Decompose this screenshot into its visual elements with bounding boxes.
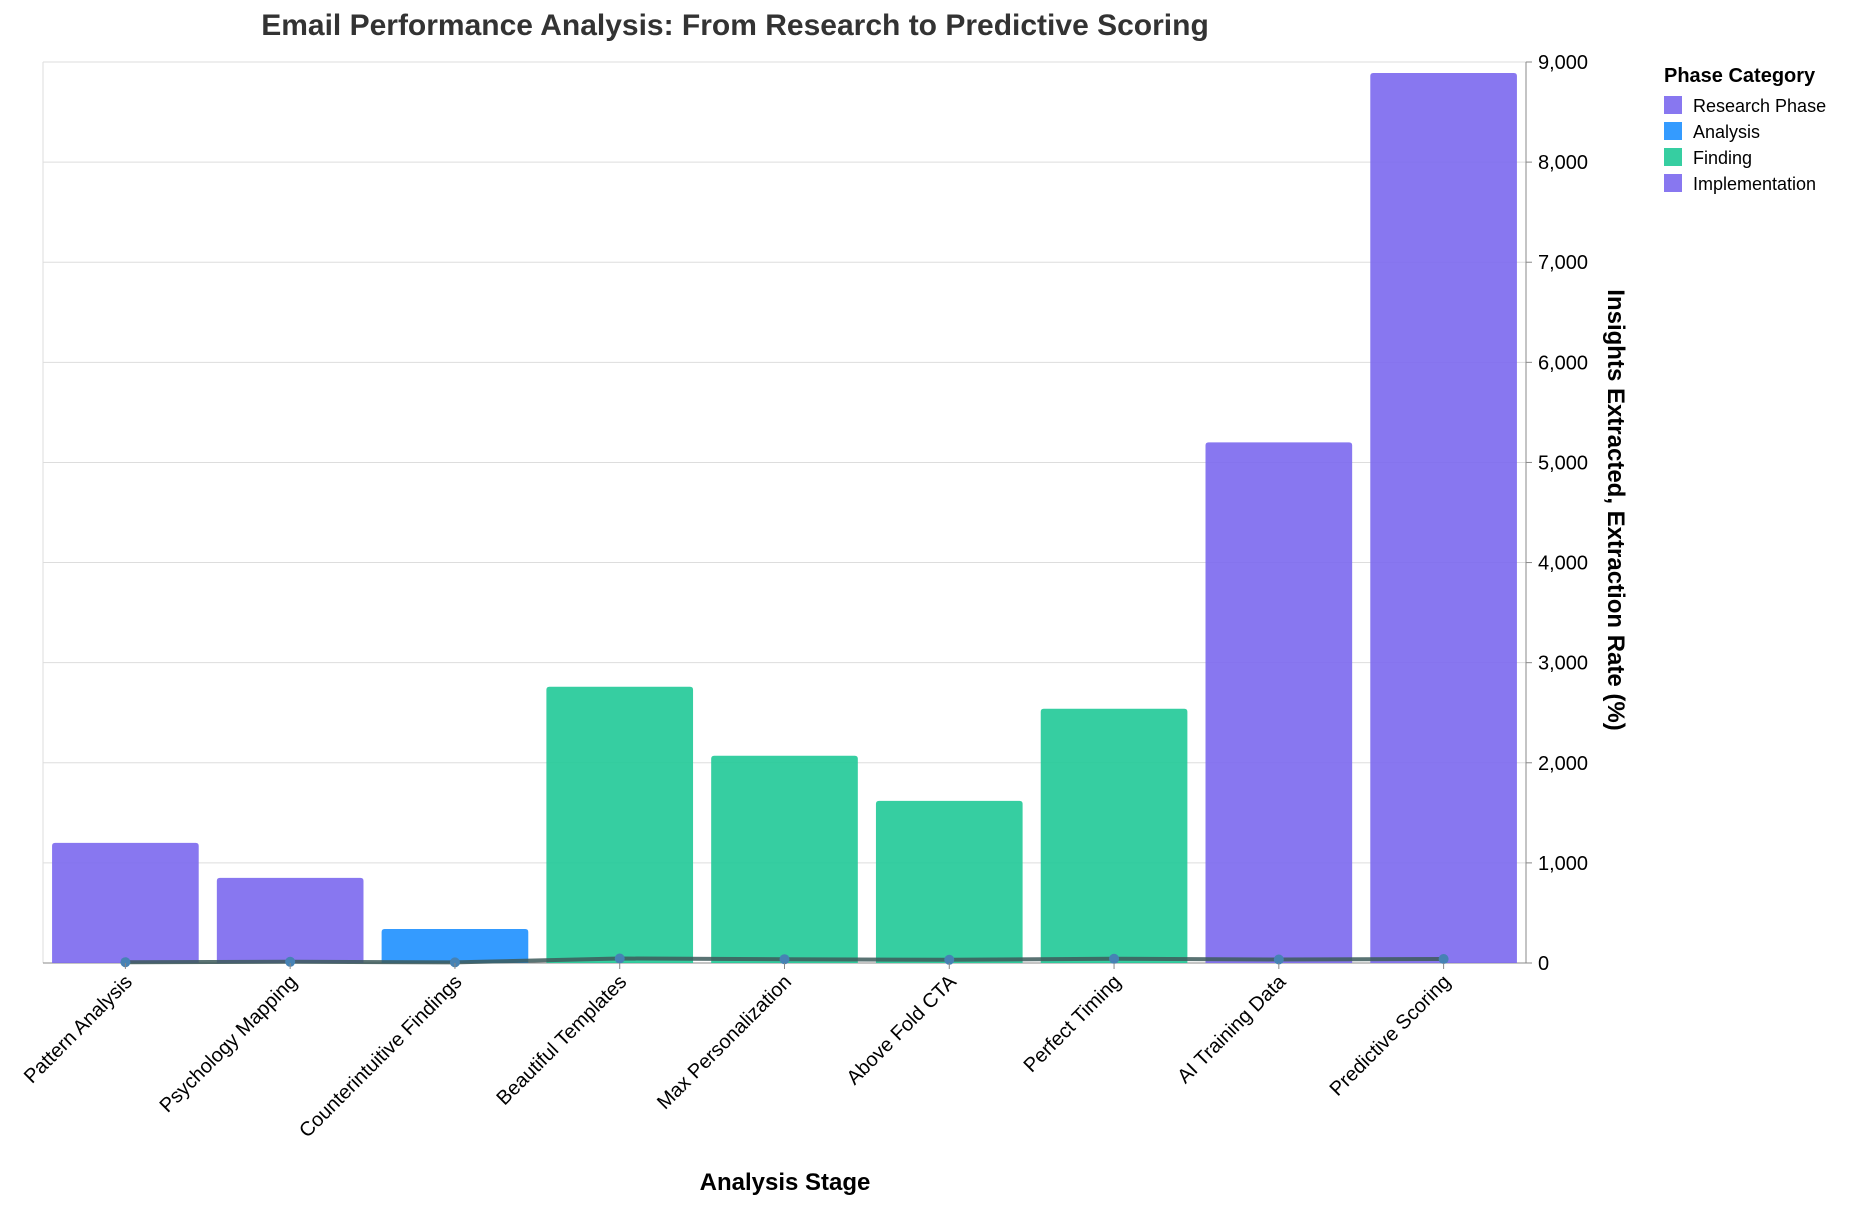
y-tick-label: 9,000 bbox=[1538, 52, 1588, 74]
line-point bbox=[1109, 953, 1120, 964]
y-tick-label: 0 bbox=[1538, 953, 1549, 975]
legend-swatch bbox=[1664, 174, 1682, 192]
x-tick-label: AI Training Data bbox=[1173, 970, 1291, 1088]
x-tick-label: Max Personalization bbox=[653, 971, 796, 1114]
legend-title: Phase Category bbox=[1664, 65, 1816, 87]
legend-swatch bbox=[1664, 96, 1682, 114]
legend-label: Research Phase bbox=[1693, 96, 1826, 116]
x-tick-label: Pattern Analysis bbox=[20, 971, 137, 1088]
bar bbox=[711, 755, 858, 963]
y-tick-label: 8,000 bbox=[1538, 152, 1588, 174]
line-point bbox=[120, 957, 131, 968]
bar bbox=[1040, 708, 1188, 963]
bar bbox=[546, 686, 694, 963]
x-tick-label: Counterintuitive Findings bbox=[295, 971, 466, 1142]
chart-title: Email Performance Analysis: From Researc… bbox=[261, 9, 1209, 42]
bar bbox=[216, 877, 364, 963]
legend-label: Finding bbox=[1693, 148, 1752, 168]
legend: Phase Category Research Phase Analysis Fin… bbox=[1664, 65, 1826, 194]
x-axis-title: Analysis Stage bbox=[700, 1169, 871, 1196]
line-point bbox=[1438, 953, 1449, 964]
y-tick-label: 1,000 bbox=[1538, 853, 1588, 875]
line-point bbox=[1273, 954, 1284, 965]
line-point bbox=[779, 954, 790, 965]
legend-swatch bbox=[1664, 122, 1682, 140]
y-tick-label: 5,000 bbox=[1538, 452, 1588, 474]
legend-label: Implementation bbox=[1693, 174, 1816, 194]
bar bbox=[1205, 442, 1353, 963]
y-tick-label: 7,000 bbox=[1538, 252, 1588, 274]
legend-swatch bbox=[1664, 148, 1682, 166]
legend-label: Analysis bbox=[1693, 122, 1760, 142]
x-tick-label: Psychology Mapping bbox=[156, 971, 302, 1117]
bar bbox=[875, 800, 1023, 963]
x-tick-label: Beautiful Templates bbox=[493, 971, 632, 1110]
bar bbox=[381, 928, 529, 963]
y-tick-label: 6,000 bbox=[1538, 352, 1588, 374]
x-tick-label: Perfect Timing bbox=[1020, 971, 1126, 1077]
x-tick-label: Predictive Scoring bbox=[1326, 971, 1456, 1101]
line-point bbox=[944, 954, 955, 965]
bar bbox=[52, 842, 199, 963]
line-point bbox=[614, 953, 625, 964]
plot-area: 0 1,000 2,000 3,000 4,000 5,000 6,000 7,000 8,00… bbox=[20, 52, 1588, 1142]
y-tick-label: 2,000 bbox=[1538, 753, 1588, 775]
bar bbox=[1370, 73, 1517, 964]
y-axis-title: Insights Extracted, Extraction Rate (%) bbox=[1602, 289, 1629, 730]
y-tick-label: 3,000 bbox=[1538, 653, 1588, 675]
y-tick-label: 4,000 bbox=[1538, 553, 1588, 575]
line-point bbox=[285, 956, 296, 967]
x-tick-label: Above Fold CTA bbox=[843, 971, 962, 1090]
line-point bbox=[449, 957, 460, 968]
